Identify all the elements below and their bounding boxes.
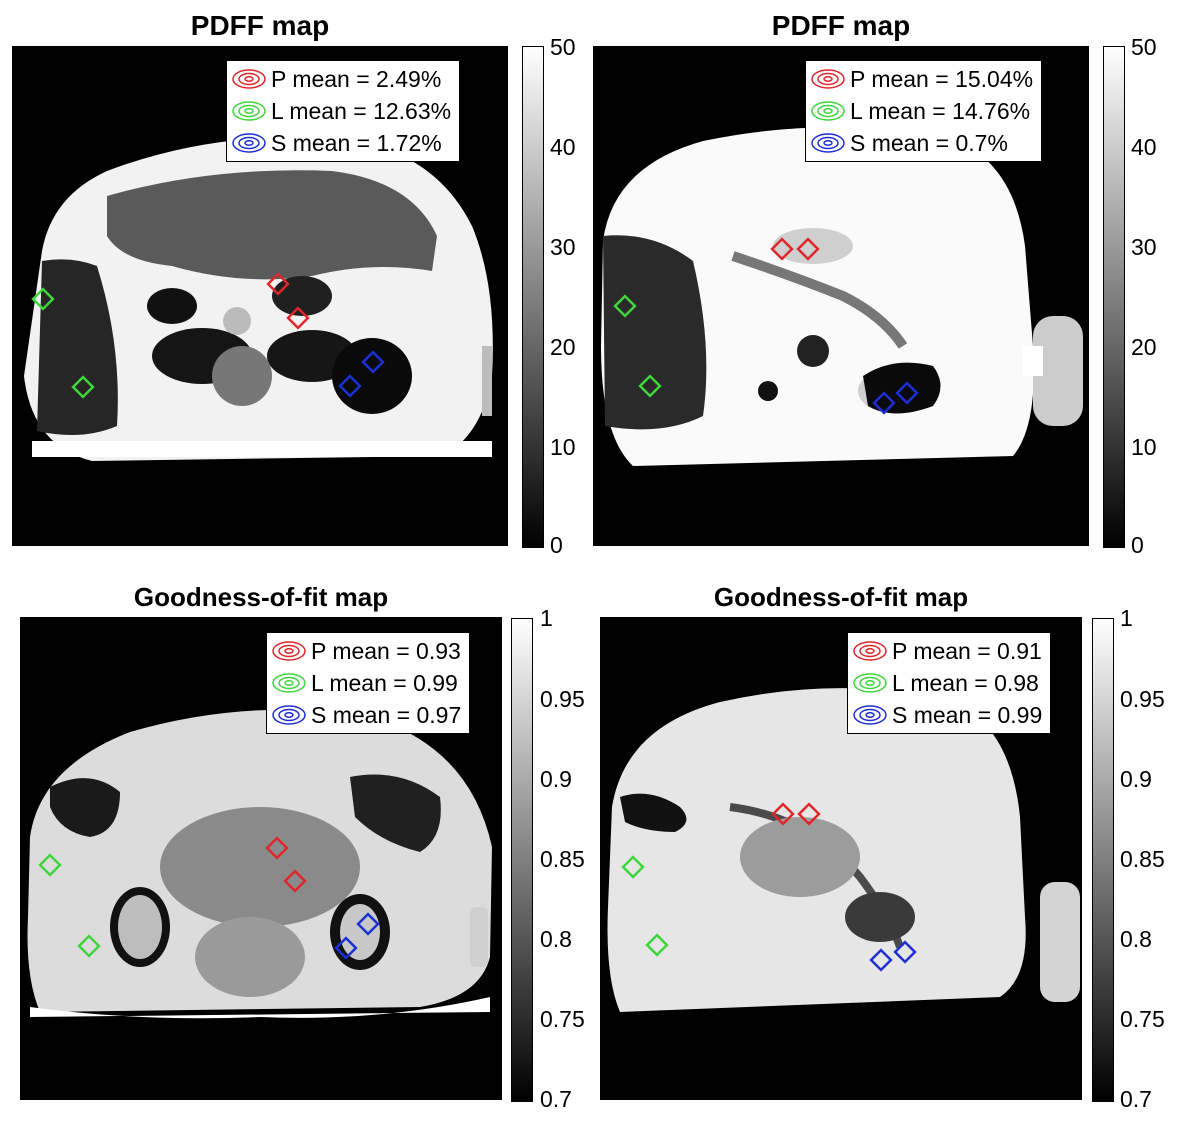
blue-ellipse-icon	[811, 133, 845, 153]
abdomen-scan	[601, 127, 1083, 466]
colorbar-tick: 30	[1131, 234, 1157, 260]
colorbar-tick: 0.95	[540, 686, 585, 712]
legend-label: L mean = 0.99	[311, 670, 458, 696]
panel-title: PDFF map	[190, 10, 330, 41]
colorbar-tick: 50	[1131, 34, 1157, 60]
colorbar-tick: 0.85	[540, 846, 585, 872]
green-ellipse-icon	[272, 673, 306, 693]
legend-item-p: P mean = 0.93	[271, 635, 461, 667]
green-ellipse-icon	[811, 101, 845, 121]
legend: P mean = 0.91 L mean = 0.98 S mean = 0.9…	[847, 632, 1052, 734]
panel-title: Goodness-of-fit map	[133, 582, 389, 612]
colorbar-tick: 0.75	[540, 1006, 585, 1032]
colorbar-tick: 10	[550, 434, 576, 460]
colorbar-tick: 50	[550, 34, 576, 60]
legend-label: S mean = 0.97	[311, 702, 462, 728]
legend-item-s: S mean = 1.72%	[231, 127, 451, 159]
legend-item-s: S mean = 0.99	[852, 699, 1042, 731]
legend-label: P mean = 0.93	[311, 638, 461, 664]
colorbar-tick: 0.75	[1120, 1006, 1165, 1032]
colorbar	[522, 46, 544, 548]
colorbar-tick: 20	[1131, 334, 1157, 360]
legend-item-p: P mean = 0.91	[852, 635, 1042, 667]
mri-image-gof-1	[20, 617, 502, 1100]
legend-item-p: P mean = 2.49%	[231, 63, 451, 95]
red-ellipse-icon	[853, 641, 887, 661]
legend: P mean = 15.04% L mean = 14.76% S mean =…	[805, 60, 1043, 162]
colorbar-tick: 0.9	[1120, 766, 1152, 792]
legend: P mean = 2.49% L mean = 12.63% S mean = …	[226, 60, 461, 162]
colorbar-tick: 0.8	[540, 926, 572, 952]
blue-ellipse-icon	[853, 705, 887, 725]
red-ellipse-icon	[232, 69, 266, 89]
colorbar-tick: 1	[540, 605, 553, 631]
legend-item-l: L mean = 14.76%	[810, 95, 1033, 127]
colorbar-tick: 0.9	[540, 766, 572, 792]
colorbar-tick: 0	[1131, 532, 1144, 558]
red-ellipse-icon	[811, 69, 845, 89]
colorbar-tick: 1	[1120, 605, 1133, 631]
legend: P mean = 0.93 L mean = 0.99 S mean = 0.9…	[266, 632, 471, 734]
mri-image-gof-2	[600, 617, 1082, 1100]
legend-label: S mean = 0.99	[892, 702, 1043, 728]
legend-label: P mean = 2.49%	[271, 66, 442, 92]
blue-ellipse-icon	[272, 705, 306, 725]
colorbar-tick: 20	[550, 334, 576, 360]
green-ellipse-icon	[853, 673, 887, 693]
legend-label: L mean = 14.76%	[850, 98, 1031, 124]
colorbar-tick: 30	[550, 234, 576, 260]
green-ellipse-icon	[232, 101, 266, 121]
legend-label: P mean = 0.91	[892, 638, 1042, 664]
colorbar-tick: 40	[1131, 134, 1157, 160]
red-ellipse-icon	[272, 641, 306, 661]
blue-ellipse-icon	[232, 133, 266, 153]
colorbar	[1103, 46, 1125, 548]
colorbar-tick: 0	[550, 532, 563, 558]
legend-label: L mean = 12.63%	[271, 98, 452, 124]
legend-label: S mean = 0.7%	[850, 130, 1008, 156]
colorbar-tick: 0.7	[540, 1086, 572, 1112]
panel-title: PDFF map	[771, 10, 911, 41]
colorbar-tick: 0.95	[1120, 686, 1165, 712]
legend-item-p: P mean = 15.04%	[810, 63, 1033, 95]
legend-label: L mean = 0.98	[892, 670, 1039, 696]
colorbar-tick: 40	[550, 134, 576, 160]
colorbar-tick: 0.8	[1120, 926, 1152, 952]
abdomen-scan	[27, 709, 492, 1019]
colorbar	[1092, 618, 1114, 1102]
abdomen-scan	[24, 136, 493, 461]
colorbar-tick: 0.85	[1120, 846, 1165, 872]
legend-item-l: L mean = 0.99	[271, 667, 461, 699]
legend-item-l: L mean = 12.63%	[231, 95, 451, 127]
abdomen-scan	[607, 688, 1080, 1012]
panel-title: Goodness-of-fit map	[713, 582, 969, 612]
colorbar-tick: 10	[1131, 434, 1157, 460]
legend-label: P mean = 15.04%	[850, 66, 1034, 92]
legend-item-s: S mean = 0.7%	[810, 127, 1033, 159]
legend-item-l: L mean = 0.98	[852, 667, 1042, 699]
colorbar	[511, 618, 533, 1102]
legend-label: S mean = 1.72%	[271, 130, 442, 156]
legend-item-s: S mean = 0.97	[271, 699, 461, 731]
colorbar-tick: 0.7	[1120, 1086, 1152, 1112]
